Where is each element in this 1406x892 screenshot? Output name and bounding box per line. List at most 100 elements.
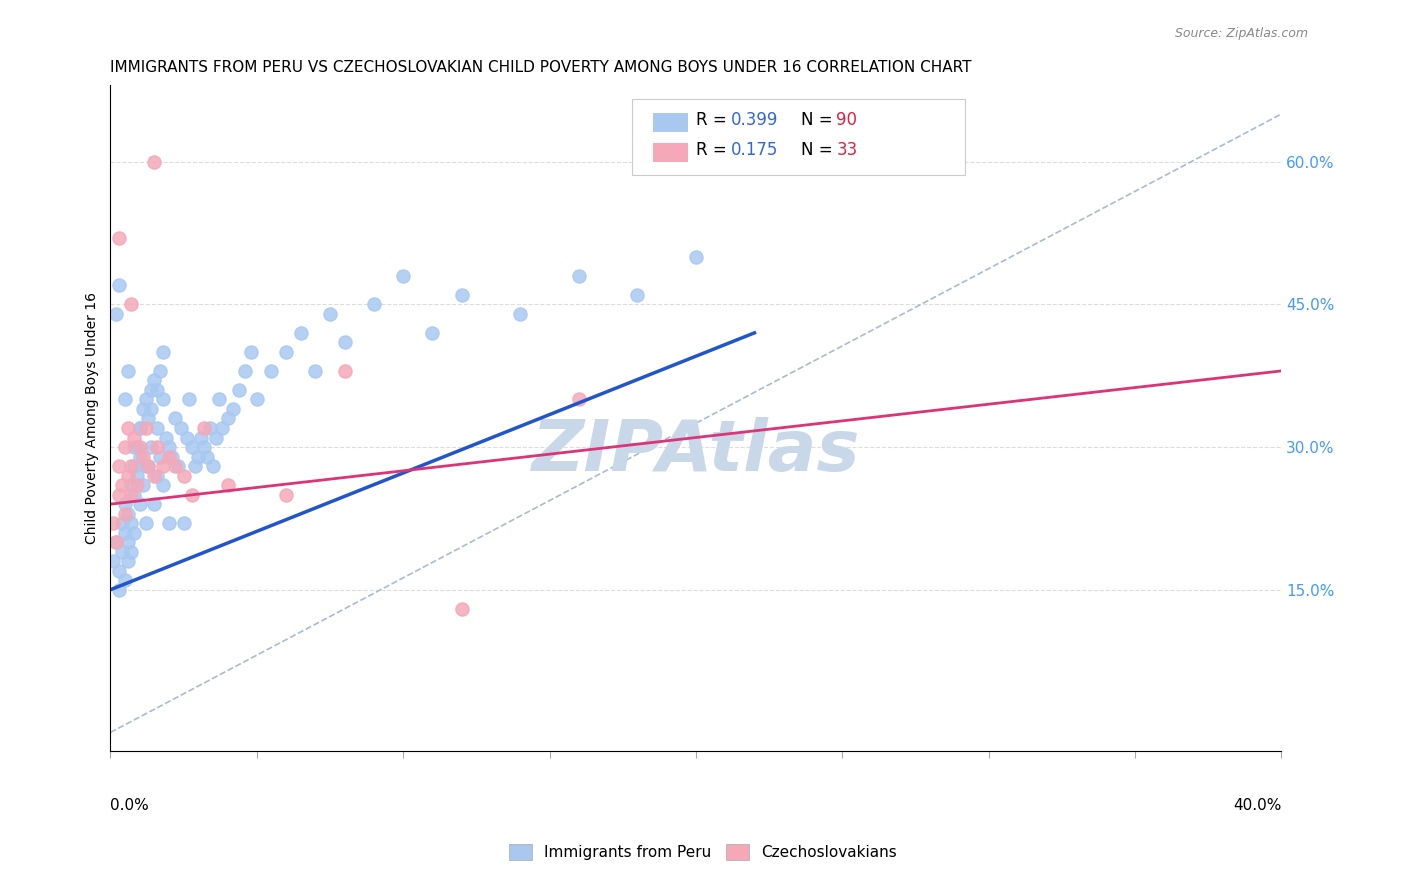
Point (195, 450, 218, 464)
Point (260, 364, 283, 378)
Point (108, 458, 131, 473)
Point (152, 478, 174, 492)
Point (141, 440, 163, 454)
Point (122, 458, 145, 473)
Point (509, 307, 531, 321)
Text: R =: R = (696, 141, 733, 159)
Point (131, 401, 153, 416)
Point (131, 450, 153, 464)
Point (149, 364, 172, 378)
Point (222, 401, 245, 416)
Point (131, 478, 153, 492)
Point (117, 554, 139, 568)
Point (422, 326, 444, 340)
Point (246, 392, 269, 407)
Point (122, 440, 145, 454)
Point (120, 516, 142, 530)
Point (120, 458, 142, 473)
Point (117, 535, 139, 549)
Text: N =: N = (801, 111, 838, 128)
Point (201, 458, 224, 473)
Point (128, 440, 150, 454)
Point (166, 458, 188, 473)
Point (108, 230, 131, 244)
Point (135, 421, 157, 435)
Point (163, 458, 186, 473)
Point (568, 268, 591, 283)
Point (108, 487, 131, 501)
Point (120, 297, 142, 311)
Point (141, 383, 163, 397)
Point (105, 535, 128, 549)
Point (105, 307, 128, 321)
Point (114, 573, 136, 587)
Point (217, 478, 239, 492)
Point (176, 430, 198, 444)
Point (152, 458, 174, 473)
Point (120, 487, 142, 501)
Point (122, 487, 145, 501)
Point (122, 430, 145, 444)
Point (187, 450, 209, 464)
Point (138, 411, 160, 425)
Text: 40.0%: 40.0% (1233, 798, 1281, 814)
Text: R =: R = (696, 111, 733, 128)
Y-axis label: Child Poverty Among Boys Under 16: Child Poverty Among Boys Under 16 (86, 293, 100, 544)
Point (125, 440, 148, 454)
Text: 33: 33 (837, 141, 858, 159)
Point (274, 344, 297, 359)
Point (128, 497, 150, 511)
Point (135, 458, 157, 473)
Point (157, 450, 180, 464)
Point (228, 383, 250, 397)
Point (117, 421, 139, 435)
FancyBboxPatch shape (652, 144, 688, 162)
Point (146, 468, 169, 483)
Point (152, 392, 174, 407)
Text: ZIPAtlas: ZIPAtlas (531, 417, 860, 486)
Point (111, 544, 134, 558)
Point (143, 497, 166, 511)
Point (157, 440, 180, 454)
Point (103, 516, 125, 530)
Point (114, 440, 136, 454)
Point (208, 392, 231, 407)
Point (450, 601, 472, 615)
Point (117, 364, 139, 378)
Point (108, 564, 131, 578)
Point (122, 525, 145, 540)
Point (392, 268, 415, 283)
Point (193, 421, 215, 435)
Point (146, 383, 169, 397)
Point (211, 421, 233, 435)
Point (138, 458, 160, 473)
Point (138, 458, 160, 473)
Point (160, 450, 183, 464)
Point (217, 411, 239, 425)
Point (108, 582, 131, 597)
Point (135, 516, 157, 530)
Point (155, 430, 177, 444)
Point (125, 468, 148, 483)
Point (685, 250, 707, 264)
Point (190, 430, 212, 444)
Point (114, 525, 136, 540)
Text: 0.399: 0.399 (731, 111, 779, 128)
Point (146, 440, 169, 454)
Point (152, 344, 174, 359)
Point (333, 335, 356, 350)
Text: N =: N = (801, 141, 838, 159)
Point (125, 478, 148, 492)
Point (239, 344, 262, 359)
Point (184, 458, 207, 473)
Point (135, 392, 157, 407)
Point (105, 535, 128, 549)
Point (103, 554, 125, 568)
Point (363, 297, 385, 311)
Point (173, 468, 195, 483)
Point (146, 421, 169, 435)
Point (169, 421, 191, 435)
Point (111, 516, 134, 530)
Legend: Immigrants from Peru, Czechoslovakians: Immigrants from Peru, Czechoslovakians (502, 838, 904, 866)
Point (319, 307, 342, 321)
